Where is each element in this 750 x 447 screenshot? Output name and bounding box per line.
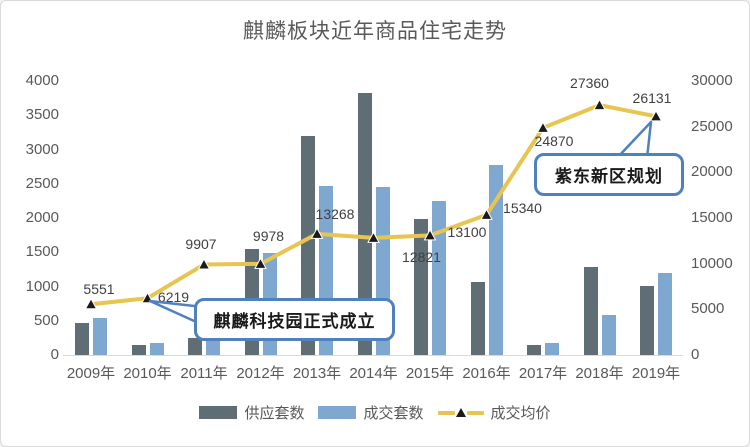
bar-成交套数-2009年 [93, 317, 107, 355]
bar-成交套数-2018年 [601, 314, 616, 355]
legend-supply-label: 供应套数 [244, 405, 305, 422]
y-axis-left-tick: 2000 [25, 209, 59, 226]
x-axis-label: 2013年 [292, 365, 342, 382]
avg-price-label-2017年: 24870 [534, 132, 574, 149]
x-axis-label: 2015年 [405, 365, 455, 382]
x-axis-label: 2018年 [575, 365, 624, 382]
transactions-swatch-icon [318, 406, 357, 419]
legend-transactions-label: 成交套数 [363, 405, 424, 422]
avg-price-marker-2018年 [593, 98, 606, 111]
bar-成交套数-2016年 [488, 164, 503, 355]
x-axis-label: 2014年 [349, 365, 398, 382]
y-axis-right-tick: 30000 [691, 72, 733, 89]
x-axis-label: 2009年 [66, 365, 116, 382]
avg-price-label-2019年: 26131 [632, 90, 672, 107]
annotation-zidong-district-label: 紫东新区规划 [555, 167, 663, 186]
bar-成交套数-2015年 [432, 200, 446, 355]
x-axis-label: 2011年 [180, 365, 228, 382]
bar-供应套数-2018年 [583, 267, 598, 355]
y-axis-left-tick: 3000 [25, 140, 59, 158]
legend-item-avg-price: 成交均价 [437, 402, 551, 423]
bar-成交套数-2019年 [658, 273, 672, 355]
y-axis-right-tick: 5000 [691, 300, 725, 318]
avg-price-marker-2019年 [649, 109, 663, 122]
bar-成交套数-2017年 [545, 342, 559, 355]
supply-swatch-icon [199, 406, 238, 419]
annotation-qilin-tech-park-label: 麒麟科技园正式成立 [213, 312, 376, 331]
y-axis-left-tick: 0 [50, 346, 59, 363]
y-axis-right-tick: 0 [691, 346, 700, 363]
avg-price-label-2013年: 13268 [315, 205, 355, 222]
annotation-zidong-district: 紫东新区规划 [534, 153, 684, 196]
legend: 供应套数 成交套数 成交均价 [1, 402, 749, 423]
y-axis-left-tick: 1000 [25, 277, 59, 295]
bar-供应套数-2011年 [188, 337, 202, 355]
bar-供应套数-2019年 [640, 285, 654, 355]
avg-price-label-2015年: 13100 [447, 224, 487, 241]
avg-price-label-2011年: 9907 [185, 235, 217, 252]
legend-item-supply: 供应套数 [199, 402, 304, 423]
x-axis-label: 2012年 [236, 365, 285, 382]
bar-供应套数-2015年 [414, 218, 428, 355]
x-axis-label: 2016年 [462, 365, 511, 382]
y-axis-right-tick: 20000 [691, 163, 733, 181]
y-axis-right-tick: 25000 [691, 117, 733, 135]
avg-price-marker-2011年 [197, 257, 211, 270]
legend-item-transactions: 成交套数 [318, 402, 424, 423]
avg-price-marker-2017年 [536, 121, 550, 133]
avg-price-label-2018年: 27360 [570, 75, 609, 92]
x-axis-label: 2017年 [518, 365, 568, 382]
y-axis-left-tick: 2500 [25, 174, 59, 192]
x-axis-label: 2010年 [123, 365, 172, 382]
y-axis-left-tick: 3500 [25, 106, 59, 124]
y-axis-right-tick: 15000 [691, 209, 733, 226]
chart-title: 麒麟板块近年商品住宅走势 [243, 20, 507, 43]
avg-price-marker-2009年 [84, 297, 98, 310]
avg-price-marker-2010年 [141, 291, 154, 304]
avg-price-line-icon [437, 408, 484, 417]
bar-成交套数-2010年 [149, 342, 164, 355]
avg-price-label-2014年: 12821 [402, 248, 441, 265]
y-axis-left-tick: 4000 [25, 72, 59, 89]
y-axis-left-tick: 1500 [25, 243, 59, 261]
legend-avg-price-label: 成交均价 [490, 405, 551, 422]
avg-price-label-2016年: 15340 [503, 199, 542, 216]
bar-供应套数-2016年 [470, 282, 485, 355]
x-axis-line [63, 355, 683, 356]
annotation-qilin-tech-park: 麒麟科技园正式成立 [194, 298, 395, 341]
avg-price-label-2012年: 9978 [252, 227, 285, 244]
avg-price-label-2009年: 5551 [83, 281, 115, 298]
x-axis-label: 2019年 [631, 365, 681, 382]
y-axis-right-tick: 10000 [691, 254, 733, 272]
avg-price-label-2010年: 6219 [157, 289, 190, 306]
bar-供应套数-2017年 [527, 344, 541, 355]
bar-供应套数-2010年 [131, 344, 146, 355]
y-axis-left-tick: 500 [33, 311, 59, 329]
bar-供应套数-2009年 [75, 323, 89, 355]
